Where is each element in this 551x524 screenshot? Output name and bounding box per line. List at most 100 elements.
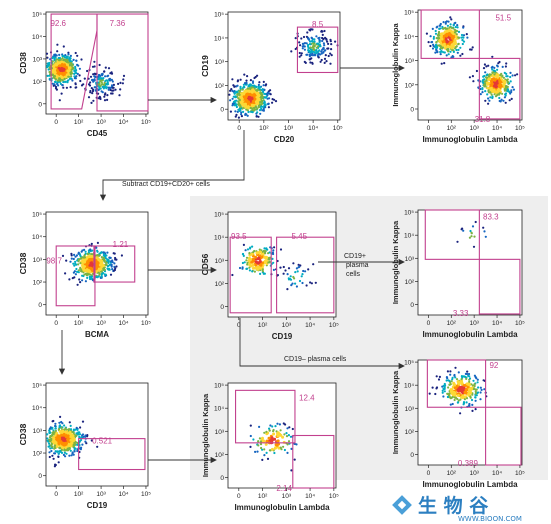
event-dot [471,409,474,412]
x-tick-label: 0 [54,119,58,126]
event-dot [449,370,452,373]
event-dot [66,60,69,63]
event-dot [61,54,64,58]
event-dot [59,415,62,418]
event-dot [442,395,445,398]
event-dot [58,446,61,449]
event-dot [68,447,71,450]
x-tick-label: 10² [74,491,84,498]
event-dot [466,370,469,373]
event-dot [446,370,449,373]
event-dot [72,66,75,69]
subtract-note: Subtract CD19+CD20+ cells [122,181,210,188]
event-dot [96,241,99,244]
event-dot [477,386,480,389]
event-dot [499,83,502,87]
x-tick-label: 10⁴ [119,320,129,327]
event-dot [74,65,77,68]
event-dot [510,90,513,94]
event-dot [490,82,494,86]
event-dot [271,425,274,428]
event-dot [450,45,453,49]
event-dot [460,228,463,231]
event-dot [447,20,450,23]
event-dot [257,440,260,443]
event-dot [262,84,265,87]
event-dot [439,22,442,26]
event-dot [491,55,494,58]
event-dot [106,75,109,78]
event-dot [75,270,79,273]
event-dot [285,432,288,435]
y-tick-label: 10⁵ [214,212,224,219]
event-dot [322,42,325,45]
x-tick-label: 0 [427,320,431,327]
x-tick-label: 10⁴ [492,125,502,132]
event-dot [260,95,263,98]
event-dot [50,443,54,446]
event-dot [295,285,298,288]
event-dot [453,398,456,402]
event-dot [53,452,57,455]
event-dot [434,29,437,33]
y-tick-label: 10² [405,429,415,436]
event-dot [330,43,333,46]
event-dot [317,56,320,59]
event-dot [263,454,266,457]
event-dot [447,32,451,35]
event-dot [473,374,476,377]
event-dot [104,66,107,69]
event-dot [471,403,474,406]
event-dot [449,50,452,53]
event-dot [108,268,111,271]
x-axis-title: Immunoglobulin Lambda [422,135,518,144]
event-dot [231,97,234,100]
event-dot [496,65,499,68]
event-dot [242,83,245,86]
event-dot [483,74,486,78]
event-dot [437,44,440,47]
event-dot [62,443,66,446]
y-axis-title: Immunoglobulin Kappa [391,23,400,107]
event-dot [58,61,62,65]
y-tick-label: 10³ [405,406,415,413]
event-dot [432,35,435,39]
event-dot [60,420,63,424]
event-dot [434,392,437,396]
event-dot [233,92,236,95]
event-dot [465,377,468,380]
event-dot [97,254,100,257]
event-dot [111,268,114,271]
event-dot [462,34,466,37]
event-dot [70,441,74,445]
x-tick-label: 10² [258,493,268,500]
event-dot [64,428,68,431]
event-dot [429,35,432,38]
event-dot [502,76,505,79]
event-dot [489,91,492,94]
event-dot [506,89,509,92]
event-dot [263,272,266,275]
event-dot [101,74,104,77]
event-dot [450,26,453,29]
event-dot [108,79,112,82]
event-dot [113,252,116,255]
event-dot [499,74,502,77]
y-tick-label: 10⁵ [214,383,224,390]
event-dot [122,78,125,81]
event-dot [64,272,67,275]
event-dot [309,46,312,49]
event-dot [470,235,473,238]
event-dot [308,53,311,57]
event-dot [62,68,66,72]
event-dot [437,37,441,40]
event-dot [236,84,239,87]
event-dot [474,408,477,411]
event-dot [50,449,53,453]
event-dot [483,85,486,88]
event-dot [510,89,513,92]
event-dot [111,92,114,95]
event-dot [330,54,333,57]
event-dot [249,434,252,438]
event-dot [70,75,73,78]
